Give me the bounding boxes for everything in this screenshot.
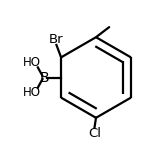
Text: Cl: Cl [88, 127, 101, 140]
Text: HO: HO [23, 86, 41, 99]
Text: Br: Br [49, 33, 64, 46]
Text: B: B [39, 71, 49, 84]
Text: HO: HO [23, 56, 41, 69]
